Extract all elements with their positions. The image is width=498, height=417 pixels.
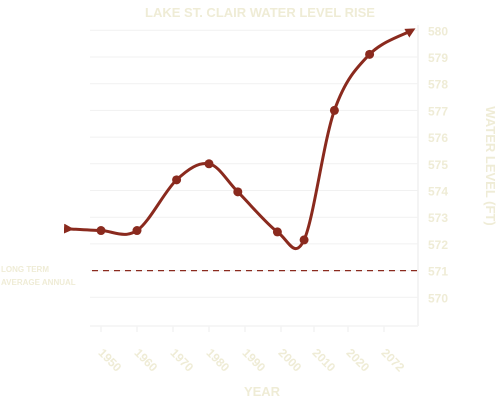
y-tick-label-578: 578 (428, 78, 448, 92)
x-tick-label-1960: 1960 (131, 346, 160, 375)
data-point-1960 (132, 226, 142, 236)
data-point-1971 (172, 175, 182, 185)
y-tick-label-579: 579 (428, 51, 448, 65)
data-point-1980 (204, 159, 214, 169)
chart-title: LAKE ST. CLAIR WATER LEVEL RISE (145, 5, 375, 20)
data-point-2026 (365, 49, 375, 59)
x-tick-label-1970: 1970 (167, 346, 196, 375)
x-tick-label-2072: 2072 (378, 346, 407, 375)
x-tick-label-1980: 1980 (203, 346, 232, 375)
series-line (63, 28, 416, 250)
y-axis-label: WATER LEVEL (FT) (483, 106, 498, 225)
x-tick-label-1990: 1990 (239, 346, 268, 375)
long-term-average-label-line-2: AVERAGE ANNUAL (1, 278, 76, 287)
y-tick-label-573: 573 (428, 211, 448, 225)
long-term-average-label-line-1: LONG TERM (1, 265, 49, 274)
y-tick-label-572: 572 (428, 238, 448, 252)
series-water-level (63, 28, 416, 250)
y-axis-ticks: 570 571 572 573 574 575 576 577 578 579 580 (428, 24, 448, 305)
x-tick-label-2010: 2010 (309, 346, 338, 375)
data-point-1950 (96, 226, 106, 236)
x-axis-ticks: 1950 1960 1970 1980 1990 2000 2010 2020 2072 (95, 326, 407, 375)
y-tick-label-577: 577 (428, 104, 448, 118)
y-tick-label-571: 571 (428, 265, 448, 279)
y-tick-label-576: 576 (428, 131, 448, 145)
data-point-2007 (299, 235, 309, 245)
data-point-1999 (272, 227, 282, 237)
data-point-2016 (329, 105, 339, 115)
y-tick-label-570: 570 (428, 291, 448, 305)
x-axis-label: YEAR (244, 384, 281, 399)
x-tick-label-2000: 2000 (275, 346, 304, 375)
grid-lines (90, 29, 418, 298)
x-tick-label-2020: 2020 (343, 346, 372, 375)
x-tick-label-1950: 1950 (95, 346, 124, 375)
y-tick-label-575: 575 (428, 158, 448, 172)
y-tick-label-580: 580 (428, 24, 448, 38)
data-point-1988 (233, 187, 243, 197)
y-tick-label-574: 574 (428, 185, 448, 199)
